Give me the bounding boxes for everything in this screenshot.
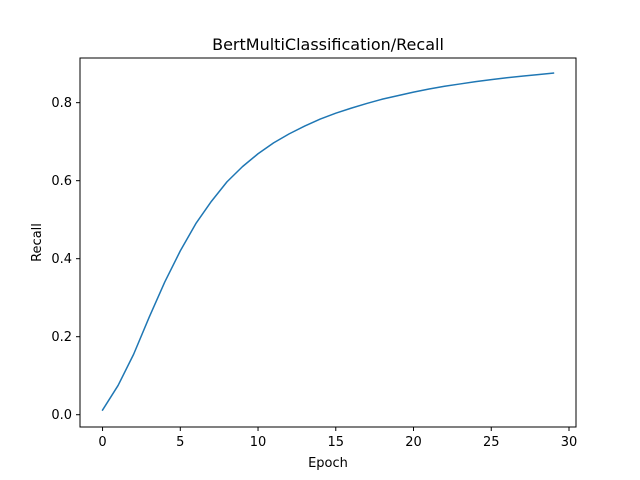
y-axis: 0.0 0.2 0.4 0.6 0.8 [51, 96, 80, 423]
y-axis-label: Recall [30, 223, 45, 262]
x-tick-label: 30 [561, 435, 578, 450]
x-tick-label: 25 [483, 435, 500, 450]
x-tick-label: 15 [328, 435, 345, 450]
x-axis-label: Epoch [308, 456, 348, 471]
series-line [101, 72, 555, 412]
x-tick-label: 5 [176, 435, 184, 450]
y-tick-label: 0.6 [51, 174, 72, 189]
y-tick-label: 0.4 [51, 252, 72, 267]
plot-area [79, 57, 577, 428]
x-tick-label: 20 [405, 435, 422, 450]
x-axis: 0 5 10 15 20 25 30 [98, 427, 577, 450]
y-tick-label: 0.2 [51, 330, 72, 345]
y-tick-label: 0.8 [51, 96, 72, 111]
chart-title: BertMultiClassification/Recall [212, 35, 444, 54]
y-tick-label: 0.0 [51, 408, 72, 423]
x-tick-label: 0 [98, 435, 106, 450]
x-tick-label: 10 [250, 435, 267, 450]
